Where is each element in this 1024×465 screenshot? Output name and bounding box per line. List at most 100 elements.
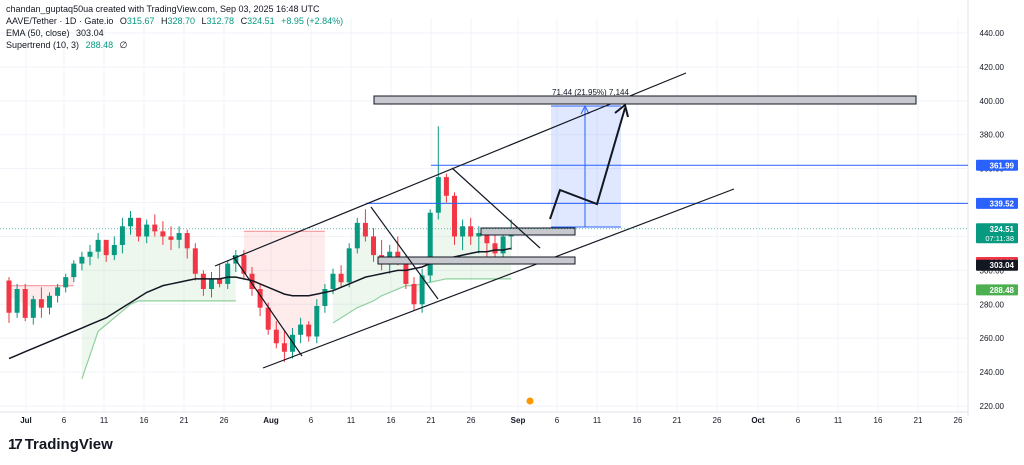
candle-body xyxy=(192,248,198,274)
candle-body xyxy=(281,343,287,352)
price-label-text: 288.48 xyxy=(990,286,1015,295)
measure-box xyxy=(551,106,621,227)
candle-body xyxy=(452,195,457,237)
price-label-bg xyxy=(976,159,1018,171)
price-axis[interactable]: 440.00420.00400.00380.00360.00340.00320.… xyxy=(980,29,1005,411)
candle-body xyxy=(403,260,409,284)
candles xyxy=(6,126,514,362)
time-tick-label: 6 xyxy=(62,416,67,425)
time-tick-label: 11 xyxy=(347,416,356,425)
candle-body xyxy=(47,295,52,308)
candle-body xyxy=(176,233,182,240)
candle-body xyxy=(395,251,401,261)
candle-body xyxy=(71,263,77,278)
candle-body xyxy=(160,231,166,237)
grid xyxy=(0,0,969,416)
candle-body xyxy=(500,236,506,254)
price-label-text: 361.99 xyxy=(990,161,1015,170)
time-tick-label: Jul xyxy=(20,416,32,425)
ohlc-high: 328.70 xyxy=(167,16,195,26)
candle-body xyxy=(241,255,247,274)
ohlc-change: +8.95 (+2.84%) xyxy=(281,16,344,26)
time-tick-label: 16 xyxy=(387,416,396,425)
candle-body xyxy=(460,226,466,237)
candle-body xyxy=(265,307,271,330)
supertrend-extra: ∅ xyxy=(119,40,128,50)
price-tick-label: 420.00 xyxy=(980,63,1005,72)
price-tick-label: 220.00 xyxy=(980,402,1005,411)
time-tick-label: Aug xyxy=(263,416,279,425)
symbol-label: AAVE/Tether · 1D · Gate.io xyxy=(6,16,114,26)
time-tick-label: Sep xyxy=(511,416,526,425)
candle-body xyxy=(322,289,328,306)
time-tick-label: 21 xyxy=(180,416,189,425)
price-label-countdown: 07:11:38 xyxy=(985,234,1014,243)
time-tick-label: 11 xyxy=(834,416,843,425)
ohlc-low-label: L xyxy=(201,16,207,26)
event-marker xyxy=(525,396,535,406)
supertrend-row[interactable]: Supertrend (10, 3) 288.48 ∅ xyxy=(6,39,343,51)
price-tick-label: 440.00 xyxy=(980,29,1005,38)
candle-body xyxy=(168,236,174,240)
ema-row[interactable]: EMA (50, close) 303.04 xyxy=(6,27,343,39)
trend-line xyxy=(370,206,439,300)
projection-arrow-head xyxy=(614,103,629,118)
time-tick-label: 16 xyxy=(140,416,149,425)
trend-line xyxy=(232,255,303,357)
price-label-bg xyxy=(976,284,1018,296)
candle-body xyxy=(298,324,304,335)
candle-body xyxy=(354,222,360,249)
ohlc-close-label: C xyxy=(240,16,248,26)
ema-value: 303.04 xyxy=(76,28,104,38)
ohlc-low: 312.78 xyxy=(206,16,235,26)
ohlc-high-label: H xyxy=(160,16,168,26)
supertrend-bull-line xyxy=(81,300,236,380)
ohlc-open: 315.67 xyxy=(126,16,155,26)
time-tick-label: 26 xyxy=(954,416,963,425)
candle-body xyxy=(200,273,206,290)
price-tick-label: 380.00 xyxy=(980,131,1005,140)
price-tick-label: 240.00 xyxy=(980,368,1005,377)
time-tick-label: 11 xyxy=(593,416,602,425)
price-tick-label: 300.00 xyxy=(980,266,1005,275)
candle-body xyxy=(119,226,125,245)
price-tick-label: 280.00 xyxy=(980,300,1005,309)
candle-body xyxy=(435,177,441,213)
symbol-row[interactable]: AAVE/Tether · 1D · Gate.io O315.67 H328.… xyxy=(6,15,343,27)
time-tick-label: 26 xyxy=(713,416,722,425)
time-tick-label: 6 xyxy=(555,416,560,425)
supertrend-fill xyxy=(9,186,512,380)
measure-label: 71.44 (21.95%) 7,144 xyxy=(552,88,629,97)
price-label-bg xyxy=(976,259,1018,271)
tradingview-logo-text: TradingView xyxy=(24,436,113,453)
candle-body xyxy=(209,278,214,290)
supertrend-label: Supertrend (10, 3) xyxy=(6,40,80,50)
candle-body xyxy=(55,287,61,296)
candle-body xyxy=(330,273,336,290)
candle-body xyxy=(249,273,255,290)
candle-body xyxy=(128,217,133,227)
candle-body xyxy=(484,233,490,244)
supply-box xyxy=(480,227,576,236)
channel-lower xyxy=(262,188,735,369)
price-label-bg xyxy=(976,223,1018,244)
time-tick-label: 21 xyxy=(673,416,682,425)
candle-body xyxy=(87,251,93,257)
candle-body xyxy=(411,283,417,305)
price-tick-label: 400.00 xyxy=(980,97,1005,106)
price-tick-label: 260.00 xyxy=(980,334,1005,343)
candle-body xyxy=(443,177,449,196)
candle-body xyxy=(184,233,190,249)
supertrend-bear-area xyxy=(243,231,325,348)
candle-body xyxy=(136,217,142,237)
time-tick-label: 21 xyxy=(427,416,436,425)
ema-line xyxy=(8,247,512,360)
projection-path xyxy=(549,107,626,220)
tradingview-logo[interactable]: 17 TradingView xyxy=(8,436,113,453)
time-axis[interactable]: Jul 6 11 16 21 26 Aug 6 11 16 21 26 Sep 6 11 16 21 26 Oct 6… xyxy=(20,416,963,425)
candle-body xyxy=(314,305,320,337)
channel-upper xyxy=(214,72,687,267)
candle-body xyxy=(95,239,101,252)
price-label-text: 324.51 xyxy=(990,225,1015,234)
